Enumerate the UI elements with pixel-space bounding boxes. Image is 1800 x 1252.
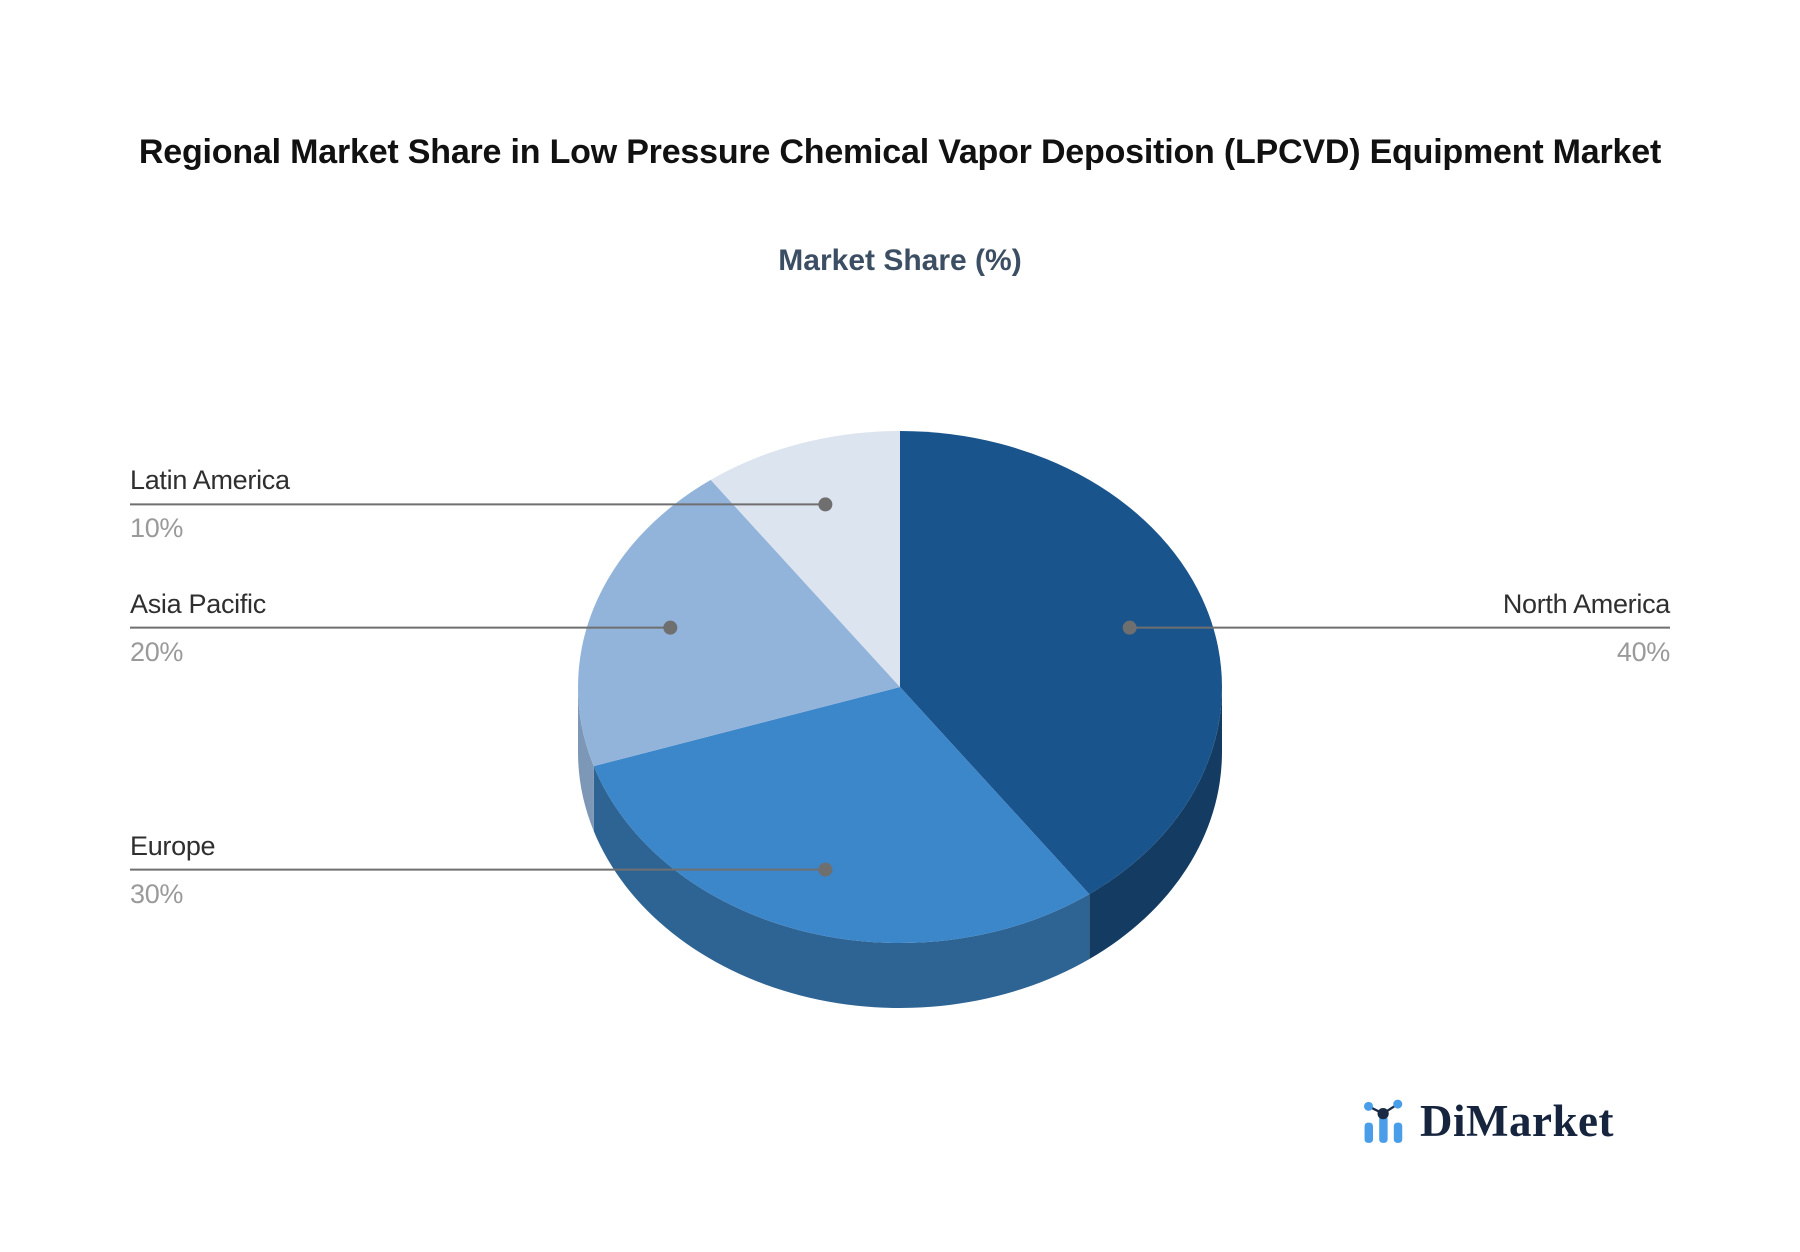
pie-slice-side-north-america: [1089, 687, 1222, 960]
leader-dot-latin-america: [818, 497, 833, 512]
slice-value-north-america: 40%: [1616, 636, 1670, 667]
slice-value-latin-america: 10%: [130, 513, 184, 544]
leader-dot-asia-pacific: [663, 620, 678, 635]
slice-label-north-america: North America: [1502, 588, 1670, 619]
pie-slice-latin-america[interactable]: [710, 431, 900, 687]
pie-slice-side-asia-pacific: [578, 687, 594, 832]
slice-label-latin-america: Latin America: [130, 465, 290, 496]
pie-slice-europe[interactable]: [593, 687, 1090, 943]
slice-value-asia-pacific: 20%: [130, 636, 184, 667]
logo: DiMarket: [1364, 1096, 1614, 1144]
logo-text: DiMarket: [1420, 1096, 1614, 1146]
slice-label-europe: Europe: [130, 830, 216, 861]
leader-dot-north-america: [1122, 620, 1137, 635]
chart-title: Regional Market Share in Low Pressure Ch…: [138, 133, 1662, 171]
pie-slice-side-europe: [593, 766, 1090, 1008]
pie-slice-asia-pacific[interactable]: [578, 479, 900, 767]
leader-dot-europe: [818, 862, 833, 877]
pie-slice-north-america[interactable]: [900, 431, 1222, 895]
bar-line-chart-icon: [1364, 1099, 1403, 1143]
chart-subtitle: Market Share (%): [778, 244, 1022, 277]
slice-value-europe: 30%: [130, 878, 184, 909]
slice-label-asia-pacific: Asia Pacific: [130, 588, 266, 619]
